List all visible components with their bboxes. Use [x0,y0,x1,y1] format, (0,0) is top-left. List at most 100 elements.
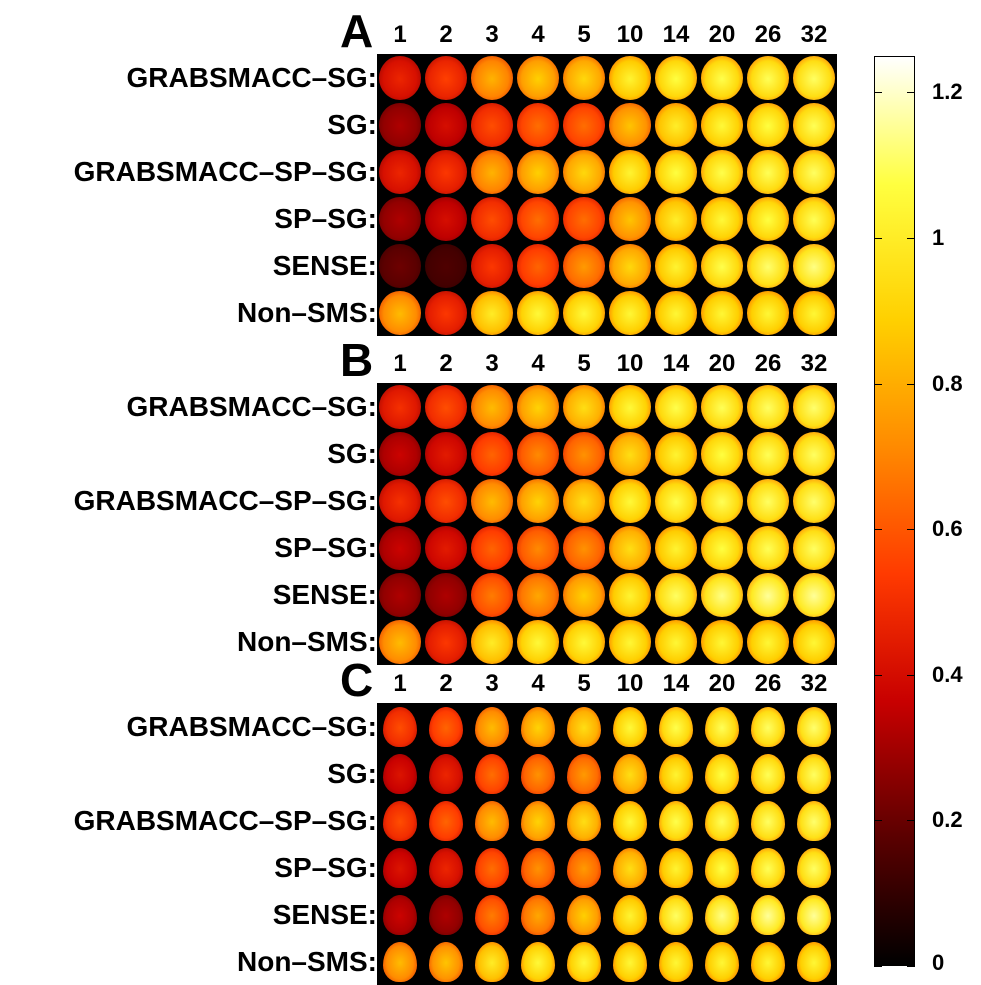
brain-map-cell [383,800,417,841]
brain-map-cell [471,196,513,241]
colorbar [874,56,915,966]
brain-map-cell [567,706,601,747]
colorbar-tick-mark [874,820,882,821]
colorbar-tick-mark [874,529,882,530]
brain-map-cell [701,384,743,429]
row-label: GRABSMACC–SG: [126,391,377,422]
brain-map-cell [521,941,555,982]
colorbar-tick-mark [907,384,915,385]
brain-map-cell [563,149,605,194]
brain-map-cell [383,706,417,747]
brain-map-cell [429,894,463,935]
brain-map-cell [425,102,467,147]
colorbar-tick-mark [874,384,882,385]
brain-map-cell [655,384,697,429]
colorbar-tick-mark [907,238,915,239]
brain-map-cell [613,941,647,982]
brain-map-cell [793,525,835,570]
row-label: GRABSMACC–SP–SG: [73,156,377,187]
brain-map-cell [747,55,789,100]
brain-map-cell [567,753,601,794]
brain-map-cell [521,706,555,747]
brain-map-cell [751,941,785,982]
brain-map-cell [609,431,651,476]
brain-map-cell [793,290,835,335]
brain-map-cell [517,102,559,147]
brain-map-cell [655,619,697,664]
colorbar-tick-mark [907,529,915,530]
panel-b: B 1 2 3 4 5 10 14 20 26 32 GRABSMACC–SG: SG: GRABSMAC… [0,337,840,665]
column-label: 26 [754,670,782,697]
brain-map-cell [747,290,789,335]
brain-map-cell [425,572,467,617]
brain-map-cell [655,102,697,147]
brain-map-cell [475,941,509,982]
brain-map-cell [521,800,555,841]
row-label: Non–SMS: [237,626,377,657]
brain-map-cell [655,149,697,194]
brain-map-cell [701,478,743,523]
column-label: 14 [662,670,690,697]
image-grid [377,703,837,985]
column-label: 2 [439,670,453,697]
brain-map-cell [517,619,559,664]
brain-map-cell [517,243,559,288]
brain-map-cell [793,431,835,476]
column-label: 14 [662,21,690,48]
brain-map-cell [705,753,739,794]
brain-map-cell [701,525,743,570]
brain-map-cell [563,55,605,100]
brain-map-cell [521,753,555,794]
panel-letter: C [340,654,374,706]
brain-map-cell [379,290,421,335]
brain-map-cell [471,102,513,147]
panel-c: C 1 2 3 4 5 10 14 20 26 32 GRABSMACC–SG: SG: GRABSMAC… [0,657,840,985]
brain-map-cell [379,149,421,194]
row-label: SP–SG: [274,532,377,563]
column-label: 4 [531,350,545,377]
brain-map-cell [705,941,739,982]
column-label: 14 [662,350,690,377]
colorbar-tick-mark [907,92,915,93]
row-label: Non–SMS: [237,297,377,328]
brain-map-cell [751,753,785,794]
brain-map-cell [659,894,693,935]
brain-map-cell [563,572,605,617]
brain-map-cell [751,894,785,935]
brain-map-cell [609,619,651,664]
brain-map-cell [797,847,831,888]
colorbar-tick-label: 0.4 [932,662,963,687]
brain-map-cell [797,800,831,841]
column-label: 3 [485,21,499,48]
brain-map-cell [471,431,513,476]
brain-map-cell [705,706,739,747]
brain-map-cell [659,800,693,841]
brain-map-cell [609,196,651,241]
brain-map-cell [471,478,513,523]
brain-map-cell [379,55,421,100]
brain-map-cell [563,384,605,429]
brain-map-cell [517,525,559,570]
brain-map-cell [705,800,739,841]
brain-map-cell [517,572,559,617]
brain-map-cell [379,572,421,617]
colorbar-tick-mark [874,92,882,93]
brain-map-cell [471,149,513,194]
column-label: 20 [708,670,736,697]
column-label: 32 [800,670,828,697]
colorbar-tick-label: 0.8 [932,371,963,396]
brain-map-cell [747,102,789,147]
brain-map-cell [379,478,421,523]
brain-map-cell [429,753,463,794]
brain-map-cell [613,706,647,747]
row-label: Non–SMS: [237,946,377,977]
brain-map-cell [701,102,743,147]
brain-map-cell [429,800,463,841]
brain-map-cell [613,847,647,888]
brain-map-cell [609,149,651,194]
brain-map-cell [655,290,697,335]
brain-map-cell [567,894,601,935]
row-label: GRABSMACC–SG: [126,62,377,93]
brain-map-cell [517,478,559,523]
row-label: SG: [327,438,377,469]
